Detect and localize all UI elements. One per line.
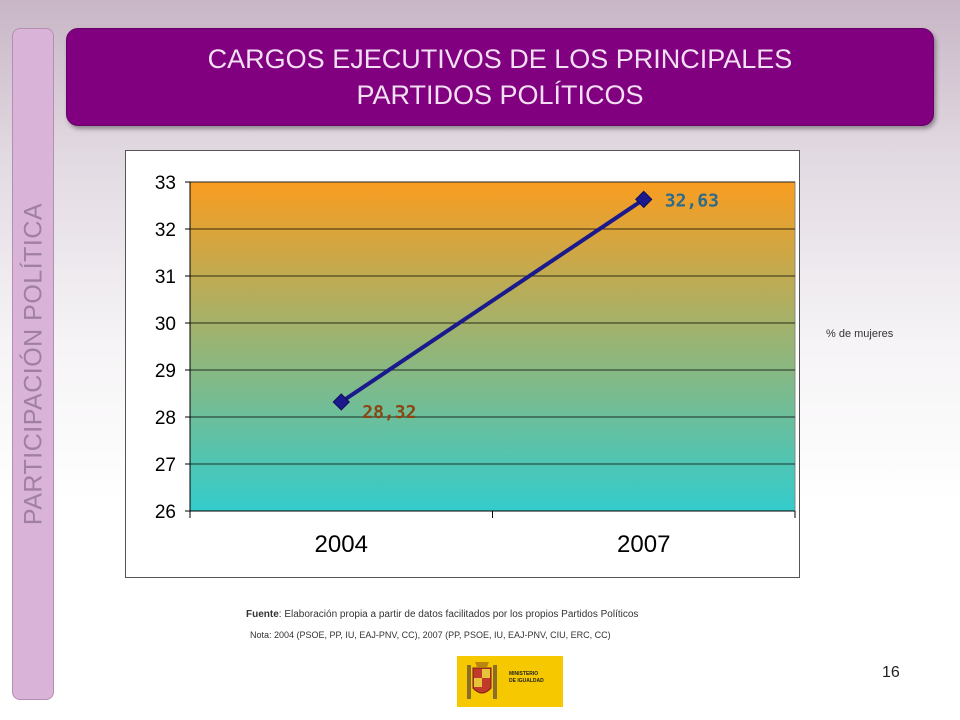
y-tick-label: 28 bbox=[155, 408, 176, 429]
y-tick-label: 32 bbox=[155, 220, 176, 241]
data-point-marker bbox=[635, 190, 653, 209]
data-label: 32,63 bbox=[665, 190, 719, 211]
y-tick-label: 29 bbox=[155, 361, 176, 382]
x-axis-ticks: 2004 2007 bbox=[189, 510, 796, 558]
line-chart: 26 27 28 29 30 31 32 33 2004 2007 28,32 32,63 bbox=[155, 173, 796, 558]
data-points bbox=[332, 190, 653, 411]
note-text: Nota: 2004 (PSOE, PP, IU, EAJ-PNV, CC), … bbox=[250, 630, 611, 640]
y-tick-label: 27 bbox=[155, 455, 176, 476]
series-line bbox=[340, 197, 645, 404]
y-tick-label: 31 bbox=[155, 267, 176, 288]
logo-line-2: DE IGUALDAD bbox=[509, 678, 544, 684]
y-tick-label: 33 bbox=[155, 173, 176, 194]
data-point-marker bbox=[332, 393, 350, 411]
logo-line-1: MINISTERIO bbox=[509, 671, 539, 677]
source-body: : Elaboración propia a partir de datos f… bbox=[278, 609, 639, 620]
series-line-path bbox=[340, 197, 645, 404]
plot-background bbox=[189, 181, 796, 512]
page-number: 16 bbox=[882, 664, 900, 681]
source-text: Fuente: Elaboración propia a partir de d… bbox=[246, 609, 638, 620]
y-tick-label: 26 bbox=[155, 502, 176, 523]
source-prefix: Fuente bbox=[246, 609, 279, 620]
title-line-2: PARTIDOS POLÍTICOS bbox=[356, 80, 644, 110]
x-tick-label: 2007 bbox=[617, 531, 670, 558]
unit-label: % de mujeres bbox=[826, 328, 894, 340]
ministry-logo: MINISTERIO DE IGUALDAD bbox=[457, 656, 563, 707]
data-label: 28,32 bbox=[362, 402, 416, 423]
x-tick-label: 2004 bbox=[315, 531, 368, 558]
y-tick-label: 30 bbox=[155, 314, 176, 335]
title-line-1: CARGOS EJECUTIVOS DE LOS PRINCIPALES bbox=[207, 44, 793, 74]
chart-area: 26 27 28 29 30 31 32 33 2004 2007 28,32 32,63 bbox=[125, 150, 800, 578]
data-labels: 28,32 32,63 bbox=[362, 190, 719, 423]
y-axis-ticks: 26 27 28 29 30 31 32 33 bbox=[155, 173, 191, 523]
coat-of-arms-icon bbox=[467, 662, 497, 699]
side-label: PARTICIPACIÓN POLÍTICA bbox=[19, 202, 48, 526]
title-banner: CARGOS EJECUTIVOS DE LOS PRINCIPALES PAR… bbox=[66, 28, 934, 126]
side-bar bbox=[12, 28, 54, 700]
